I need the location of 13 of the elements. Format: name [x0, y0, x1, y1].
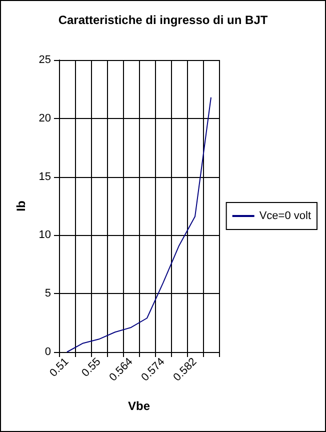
- y-tick-label: 25: [38, 54, 51, 66]
- legend-label: Vce=0 volt: [259, 210, 311, 222]
- y-tick-label: 5: [44, 288, 51, 300]
- x-tick-label: 0.55: [80, 356, 104, 380]
- x-axis-title: Vbe: [128, 399, 150, 413]
- y-tick-label: 0: [44, 346, 51, 358]
- y-tick-label: 15: [38, 170, 51, 183]
- y-tick-label: 20: [38, 112, 51, 124]
- y-axis-title: Ib: [14, 200, 28, 212]
- x-tick-label: 0.51: [48, 356, 72, 380]
- chart-title: Caratteristiche di ingresso di un BJT: [58, 13, 268, 27]
- y-tick-label: 10: [38, 229, 51, 242]
- line-series: [66, 96, 212, 352]
